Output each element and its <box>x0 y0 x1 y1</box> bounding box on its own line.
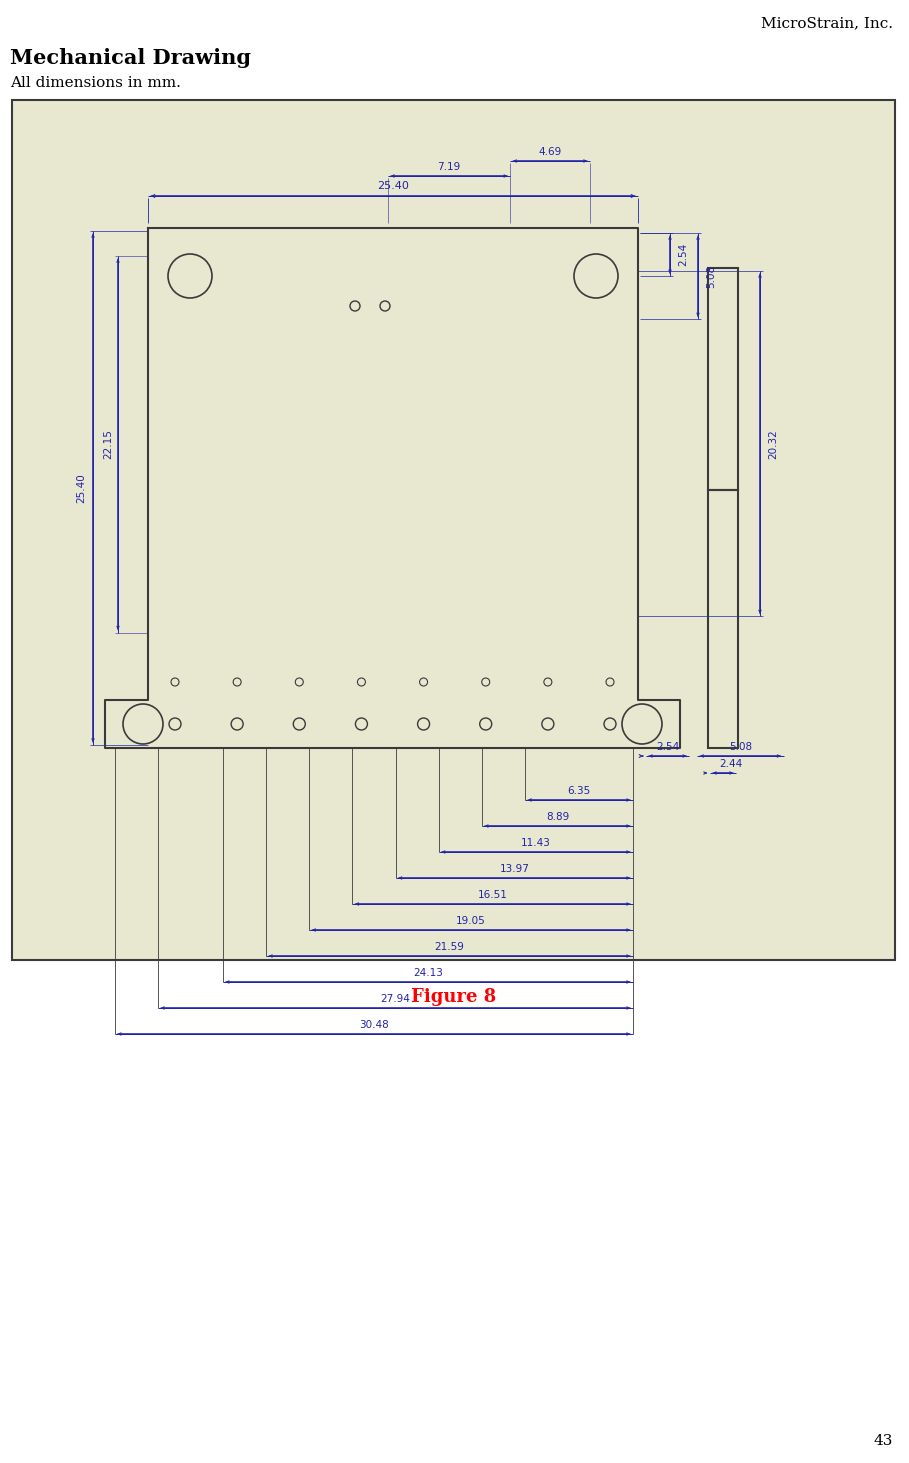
Bar <box>708 490 738 748</box>
Text: 8.89: 8.89 <box>545 812 569 822</box>
Text: 16.51: 16.51 <box>478 890 507 900</box>
Text: 43: 43 <box>874 1434 893 1448</box>
Text: 27.94: 27.94 <box>381 993 411 1004</box>
Text: 25.40: 25.40 <box>76 473 86 503</box>
Text: 25.40: 25.40 <box>377 181 409 192</box>
Text: 7.19: 7.19 <box>437 162 461 173</box>
Text: Mechanical Drawing: Mechanical Drawing <box>10 48 251 67</box>
Text: 5.08: 5.08 <box>729 742 752 752</box>
Text: 13.97: 13.97 <box>499 865 529 873</box>
Text: 30.48: 30.48 <box>359 1020 389 1030</box>
Text: 4.69: 4.69 <box>538 146 562 157</box>
Text: MicroStrain, Inc.: MicroStrain, Inc. <box>761 16 893 31</box>
Text: 21.59: 21.59 <box>435 942 464 952</box>
Text: 2.54: 2.54 <box>678 243 688 266</box>
Text: 22.15: 22.15 <box>103 429 113 459</box>
Text: 24.13: 24.13 <box>413 969 443 977</box>
Text: All dimensions in mm.: All dimensions in mm. <box>10 76 181 91</box>
Text: 2.44: 2.44 <box>719 759 743 770</box>
Bar <box>12 99 895 960</box>
Text: 2.54: 2.54 <box>656 742 679 752</box>
Bar <box>708 268 738 490</box>
Text: 11.43: 11.43 <box>521 838 551 849</box>
Text: 5.08: 5.08 <box>706 265 716 288</box>
Text: 6.35: 6.35 <box>567 786 591 796</box>
Text: Figure 8: Figure 8 <box>412 988 496 1007</box>
Text: 20.32: 20.32 <box>768 429 778 458</box>
Text: 19.05: 19.05 <box>456 916 486 926</box>
